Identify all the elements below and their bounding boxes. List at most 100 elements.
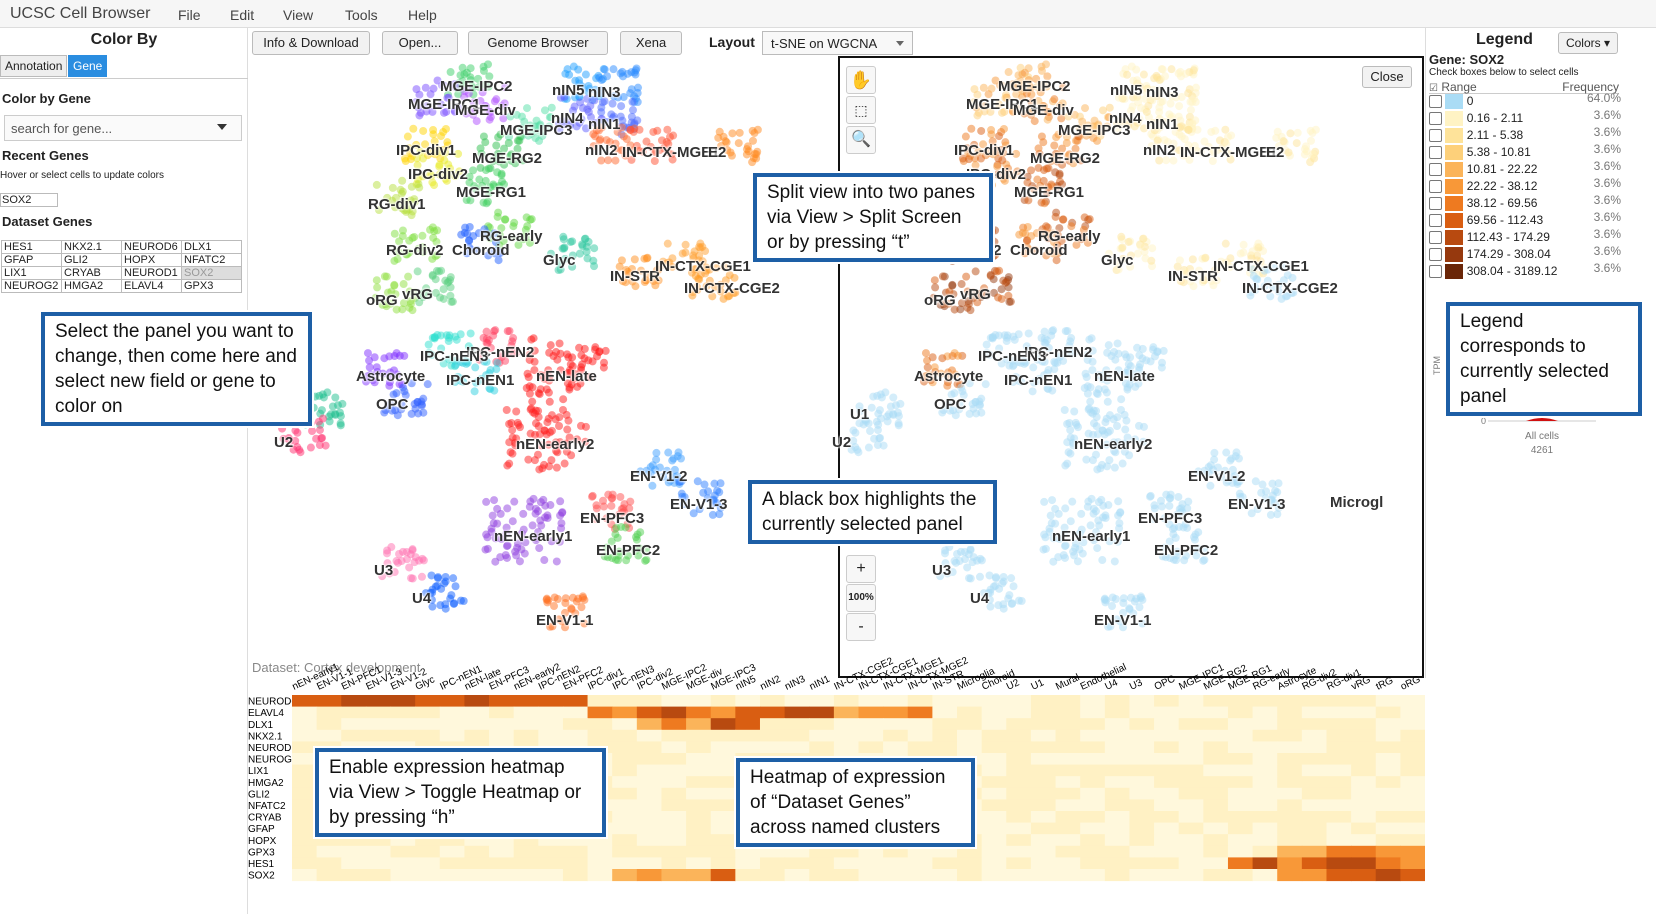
gene-cell[interactable]: NEUROD1 [122, 267, 182, 280]
heatmap-cell[interactable] [957, 695, 982, 707]
heatmap-cell[interactable] [1179, 823, 1204, 835]
heatmap-cell[interactable] [1228, 857, 1253, 869]
heatmap-cell[interactable] [859, 730, 884, 742]
heatmap-cell[interactable] [538, 718, 563, 730]
heatmap-cell[interactable] [1400, 823, 1425, 835]
heatmap-cell[interactable] [1154, 776, 1179, 788]
heatmap-cell[interactable] [1277, 869, 1302, 881]
heatmap-cell[interactable] [1277, 857, 1302, 869]
heatmap-cell[interactable] [1376, 834, 1401, 846]
heatmap-cell[interactable] [1179, 741, 1204, 753]
heatmap-cell[interactable] [637, 788, 662, 800]
heatmap-cell[interactable] [957, 857, 982, 869]
heatmap-cell[interactable] [464, 730, 489, 742]
heatmap-cell[interactable] [1154, 765, 1179, 777]
heatmap-cell[interactable] [1056, 707, 1081, 719]
heatmap-cell[interactable] [1351, 776, 1376, 788]
heatmap-cell[interactable] [1351, 765, 1376, 777]
heatmap-cell[interactable] [341, 846, 366, 858]
heatmap-cell[interactable] [908, 846, 933, 858]
heatmap-cell[interactable] [1056, 811, 1081, 823]
heatmap-cell[interactable] [1006, 695, 1031, 707]
heatmap-cell[interactable] [514, 730, 539, 742]
heatmap-cell[interactable] [1105, 788, 1130, 800]
heatmap-cell[interactable] [514, 846, 539, 858]
heatmap-cell[interactable] [1400, 753, 1425, 765]
heatmap-cell[interactable] [809, 718, 834, 730]
heatmap-cell[interactable] [1302, 823, 1327, 835]
heatmap-cell[interactable] [686, 869, 711, 881]
heatmap-cell[interactable] [489, 718, 514, 730]
legend-checkbox[interactable] [1429, 265, 1442, 278]
heatmap-cell[interactable] [1105, 834, 1130, 846]
heatmap-cell[interactable] [908, 707, 933, 719]
heatmap-cell[interactable] [1179, 765, 1204, 777]
heatmap-cell[interactable] [1105, 730, 1130, 742]
legend-col-range[interactable]: Range [1441, 80, 1476, 94]
heatmap-cell[interactable] [859, 718, 884, 730]
heatmap-cell[interactable] [1228, 695, 1253, 707]
heatmap-cell[interactable] [1203, 799, 1228, 811]
heatmap-cell[interactable] [1129, 765, 1154, 777]
heatmap-cell[interactable] [563, 846, 588, 858]
heatmap-cell[interactable] [1253, 799, 1278, 811]
heatmap-cell[interactable] [1253, 846, 1278, 858]
heatmap-cell[interactable] [932, 707, 957, 719]
heatmap-cell[interactable] [661, 869, 686, 881]
select-tool-icon[interactable]: ⬚ [846, 96, 876, 124]
heatmap-cell[interactable] [711, 730, 736, 742]
heatmap-cell[interactable] [834, 695, 859, 707]
heatmap-cell[interactable] [612, 695, 637, 707]
legend-row[interactable]: 0.16 - 2.11 3.6% [1429, 111, 1621, 128]
heatmap-cell[interactable] [637, 776, 662, 788]
heatmap-cell[interactable] [1351, 869, 1376, 881]
heatmap-cell[interactable] [1376, 788, 1401, 800]
heatmap-cell[interactable] [1203, 811, 1228, 823]
menu-file[interactable]: File [178, 7, 201, 23]
heatmap-cell[interactable] [292, 741, 317, 753]
heatmap-cell[interactable] [735, 869, 760, 881]
heatmap-cell[interactable] [637, 846, 662, 858]
heatmap-cell[interactable] [908, 695, 933, 707]
heatmap-cell[interactable] [809, 741, 834, 753]
heatmap-cell[interactable] [982, 730, 1007, 742]
legend-row[interactable]: 0 64.0% [1429, 94, 1621, 111]
heatmap-cell[interactable] [957, 869, 982, 881]
heatmap-cell[interactable] [735, 695, 760, 707]
heatmap-cell[interactable] [1253, 834, 1278, 846]
heatmap-cell[interactable] [735, 857, 760, 869]
legend-checkbox[interactable] [1429, 214, 1442, 227]
heatmap-cell[interactable] [661, 823, 686, 835]
heatmap-cell[interactable] [1326, 765, 1351, 777]
heatmap-cell[interactable] [932, 857, 957, 869]
heatmap-cell[interactable] [686, 753, 711, 765]
heatmap-cell[interactable] [1277, 695, 1302, 707]
heatmap-cell[interactable] [1031, 811, 1056, 823]
heatmap-cell[interactable] [415, 846, 440, 858]
heatmap-cell[interactable] [637, 730, 662, 742]
heatmap-cell[interactable] [1105, 718, 1130, 730]
gene-cell[interactable]: HMGA2 [62, 280, 122, 293]
heatmap-cell[interactable] [908, 857, 933, 869]
gene-cell[interactable]: HES1 [2, 241, 62, 254]
menu-edit[interactable]: Edit [230, 7, 254, 23]
heatmap-cell[interactable] [1253, 718, 1278, 730]
heatmap-cell[interactable] [1400, 707, 1425, 719]
heatmap-cell[interactable] [1302, 730, 1327, 742]
heatmap-cell[interactable] [1006, 776, 1031, 788]
heatmap-cell[interactable] [637, 707, 662, 719]
heatmap-cell[interactable] [711, 718, 736, 730]
heatmap-cell[interactable] [1400, 799, 1425, 811]
heatmap-cell[interactable] [932, 869, 957, 881]
heatmap-cell[interactable] [489, 857, 514, 869]
heatmap-cell[interactable] [686, 776, 711, 788]
heatmap-cell[interactable] [415, 718, 440, 730]
heatmap-cell[interactable] [1080, 799, 1105, 811]
heatmap-cell[interactable] [1056, 799, 1081, 811]
heatmap-cell[interactable] [1105, 823, 1130, 835]
heatmap-cell[interactable] [932, 695, 957, 707]
heatmap-cell[interactable] [1277, 823, 1302, 835]
heatmap-cell[interactable] [1080, 788, 1105, 800]
heatmap-cell[interactable] [1154, 834, 1179, 846]
heatmap-cell[interactable] [292, 869, 317, 881]
